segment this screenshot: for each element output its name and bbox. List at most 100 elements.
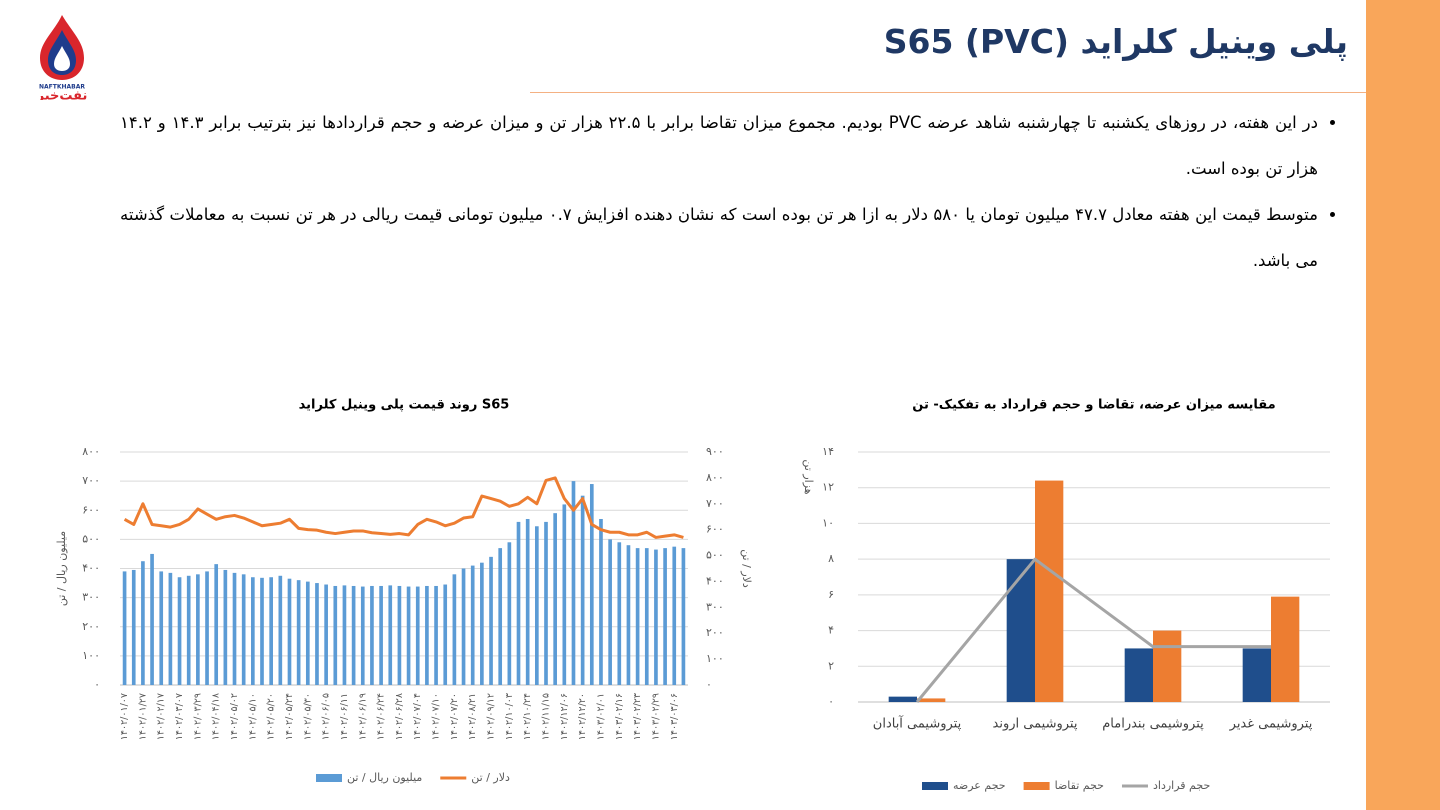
bar	[269, 577, 273, 685]
logo: NAFTKHABAR نفت‌خبر	[36, 15, 87, 100]
bar	[131, 569, 136, 685]
bar	[672, 546, 677, 685]
x-tick-label: ۱۴۰۳/۰۲/۰۱	[595, 693, 606, 740]
x-tick-label: ۱۴۰۲/۰۶/۱۹	[357, 693, 368, 740]
x-tick-label: پتروشیمی غدیر	[1229, 717, 1313, 732]
bar	[480, 562, 484, 685]
bar	[1242, 648, 1271, 702]
x-tick-label: ۱۴۰۲/۰۸/۲۱	[467, 693, 478, 740]
bar	[635, 548, 640, 685]
y2-tick-label: ۵۰۰	[706, 549, 724, 562]
bullet-list: در این هفته، در روزهای یکشنبه تا چهارشنب…	[120, 100, 1340, 284]
x-tick-label: ۱۴۰۲/۰۵/۲۰	[266, 693, 277, 740]
bar	[278, 575, 283, 685]
legend-label: دلار / تن	[471, 771, 510, 784]
x-tick-label: پتروشیمی اروند	[993, 717, 1078, 732]
bar	[1006, 559, 1035, 702]
x-tick-label: ۱۴۰۳/۰۲/۲۳	[632, 693, 643, 740]
legend-label: حجم عرضه	[953, 779, 1006, 792]
bar	[461, 568, 466, 685]
x-tick-label: ۱۴۰۲/۰۷/۲۰	[449, 693, 460, 740]
bar	[122, 571, 127, 685]
bar	[644, 548, 649, 685]
x-tick-label: ۱۴۰۳/۰۲/۲۹	[650, 693, 661, 740]
bar	[251, 577, 255, 685]
bar	[1271, 596, 1300, 702]
x-tick-label: ۱۴۰۲/۰۶/۱۱	[339, 693, 350, 740]
x-tick-label: ۱۴۰۲/۰۷/۰۴	[412, 693, 423, 740]
bar	[241, 574, 246, 685]
bar	[324, 584, 328, 685]
bar	[516, 521, 521, 685]
y2-tick-label: ۲۰۰	[706, 626, 724, 639]
bar	[452, 574, 457, 685]
x-tick-label: ۱۴۰۳/۰۲/۱۶	[614, 693, 625, 740]
line-series	[915, 557, 1271, 703]
bar	[489, 556, 493, 685]
bar	[159, 571, 164, 685]
bar	[406, 586, 411, 685]
y-tick-label: ۱۰	[822, 516, 834, 529]
bar	[360, 586, 365, 685]
legend-label: میلیون ریال / تن	[347, 771, 422, 784]
bar	[379, 585, 383, 685]
x-tick-label: ۱۴۰۲/۰۵/۲۴	[284, 693, 295, 740]
legend-swatch	[922, 782, 948, 790]
y-axis-label: هزار تن	[802, 459, 815, 494]
bar	[260, 577, 264, 685]
bar	[525, 518, 530, 685]
x-tick-label: ۱۴۰۲/۰۶/۲۴	[376, 693, 387, 740]
bar	[397, 585, 402, 685]
x-tick-label: ۱۴۰۲/۰۶/۰۵	[321, 693, 332, 740]
bar	[205, 571, 209, 685]
y2-tick-label: ۸۰۰	[706, 471, 724, 484]
y-tick-label: ۷۰۰	[82, 474, 100, 487]
bar	[589, 484, 594, 685]
x-tick-label: پتروشیمی بندرامام	[1102, 717, 1204, 732]
x-tick-label: ۱۴۰۲/۰۳/۲۹	[192, 693, 203, 740]
x-tick-label: ۱۴۰۲/۰۳/۰۷	[174, 693, 185, 740]
bar	[663, 548, 667, 685]
chart-title: مقایسه میزان عرضه، تقاضا و حجم قرارداد ب…	[912, 398, 1275, 413]
bar	[507, 542, 512, 685]
logo-core	[54, 46, 70, 71]
bullet: متوسط قیمت این هفته معادل ۴۷.۷ میلیون تو…	[120, 192, 1318, 284]
bar	[1153, 630, 1182, 702]
y-tick-label: ۵۰۰	[82, 532, 100, 545]
bar	[599, 518, 603, 685]
bar	[287, 578, 292, 685]
y-tick-label: ۲۰۰	[82, 620, 100, 633]
bar	[544, 521, 548, 685]
side-strip	[1366, 0, 1440, 810]
x-tick-label: ۱۴۰۲/۰۴/۱۸	[211, 693, 222, 740]
bar	[470, 565, 475, 685]
bar	[333, 585, 338, 685]
legend-label: حجم قرارداد	[1153, 779, 1210, 792]
logo-latin: NAFTKHABAR	[39, 84, 85, 91]
y2-tick-label: ۴۰۰	[706, 574, 724, 587]
bar	[917, 698, 946, 702]
x-tick-label: پتروشیمی آبادان	[873, 715, 962, 732]
bar	[296, 580, 301, 685]
bar	[177, 577, 182, 685]
bar	[1124, 648, 1153, 702]
line-series	[123, 476, 684, 539]
bar	[571, 481, 576, 685]
bullet: در این هفته، در روزهای یکشنبه تا چهارشنب…	[120, 100, 1318, 192]
bar	[654, 549, 658, 685]
title-rule	[530, 92, 1366, 93]
x-tick-label: ۱۴۰۲/۱۲/۰۶	[559, 693, 570, 740]
y2-tick-label: ۳۰۰	[706, 600, 724, 613]
y-tick-label: ۱۰۰	[82, 649, 100, 662]
bar	[617, 542, 622, 685]
bar	[1035, 480, 1064, 702]
x-tick-label: ۱۴۰۲/۱۱/۱۵	[541, 693, 552, 740]
x-tick-label: ۱۴۰۲/۰۶/۲۸	[394, 693, 405, 740]
bar	[232, 572, 237, 685]
x-tick-label: ۱۴۰۲/۰۵/۱۰	[247, 693, 258, 740]
x-tick-label: ۱۴۰۲/۱۰/۲۴	[522, 693, 533, 740]
bar	[681, 548, 686, 685]
bar	[196, 574, 200, 685]
bar	[150, 553, 154, 685]
